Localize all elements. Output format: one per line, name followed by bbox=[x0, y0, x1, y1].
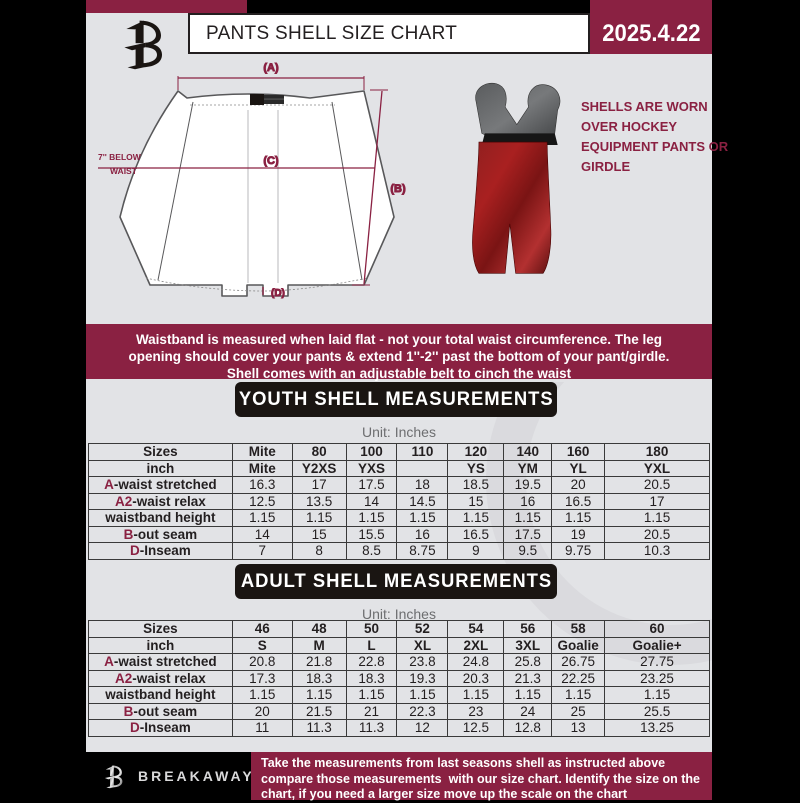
svg-text:WAIST: WAIST bbox=[110, 166, 138, 176]
svg-text:(C): (C) bbox=[263, 155, 279, 167]
svg-text:(A): (A) bbox=[263, 62, 279, 74]
svg-text:(B): (B) bbox=[390, 183, 406, 195]
svg-text:7'' BELOW: 7'' BELOW bbox=[98, 152, 142, 162]
svg-text:(D): (D) bbox=[271, 288, 285, 299]
